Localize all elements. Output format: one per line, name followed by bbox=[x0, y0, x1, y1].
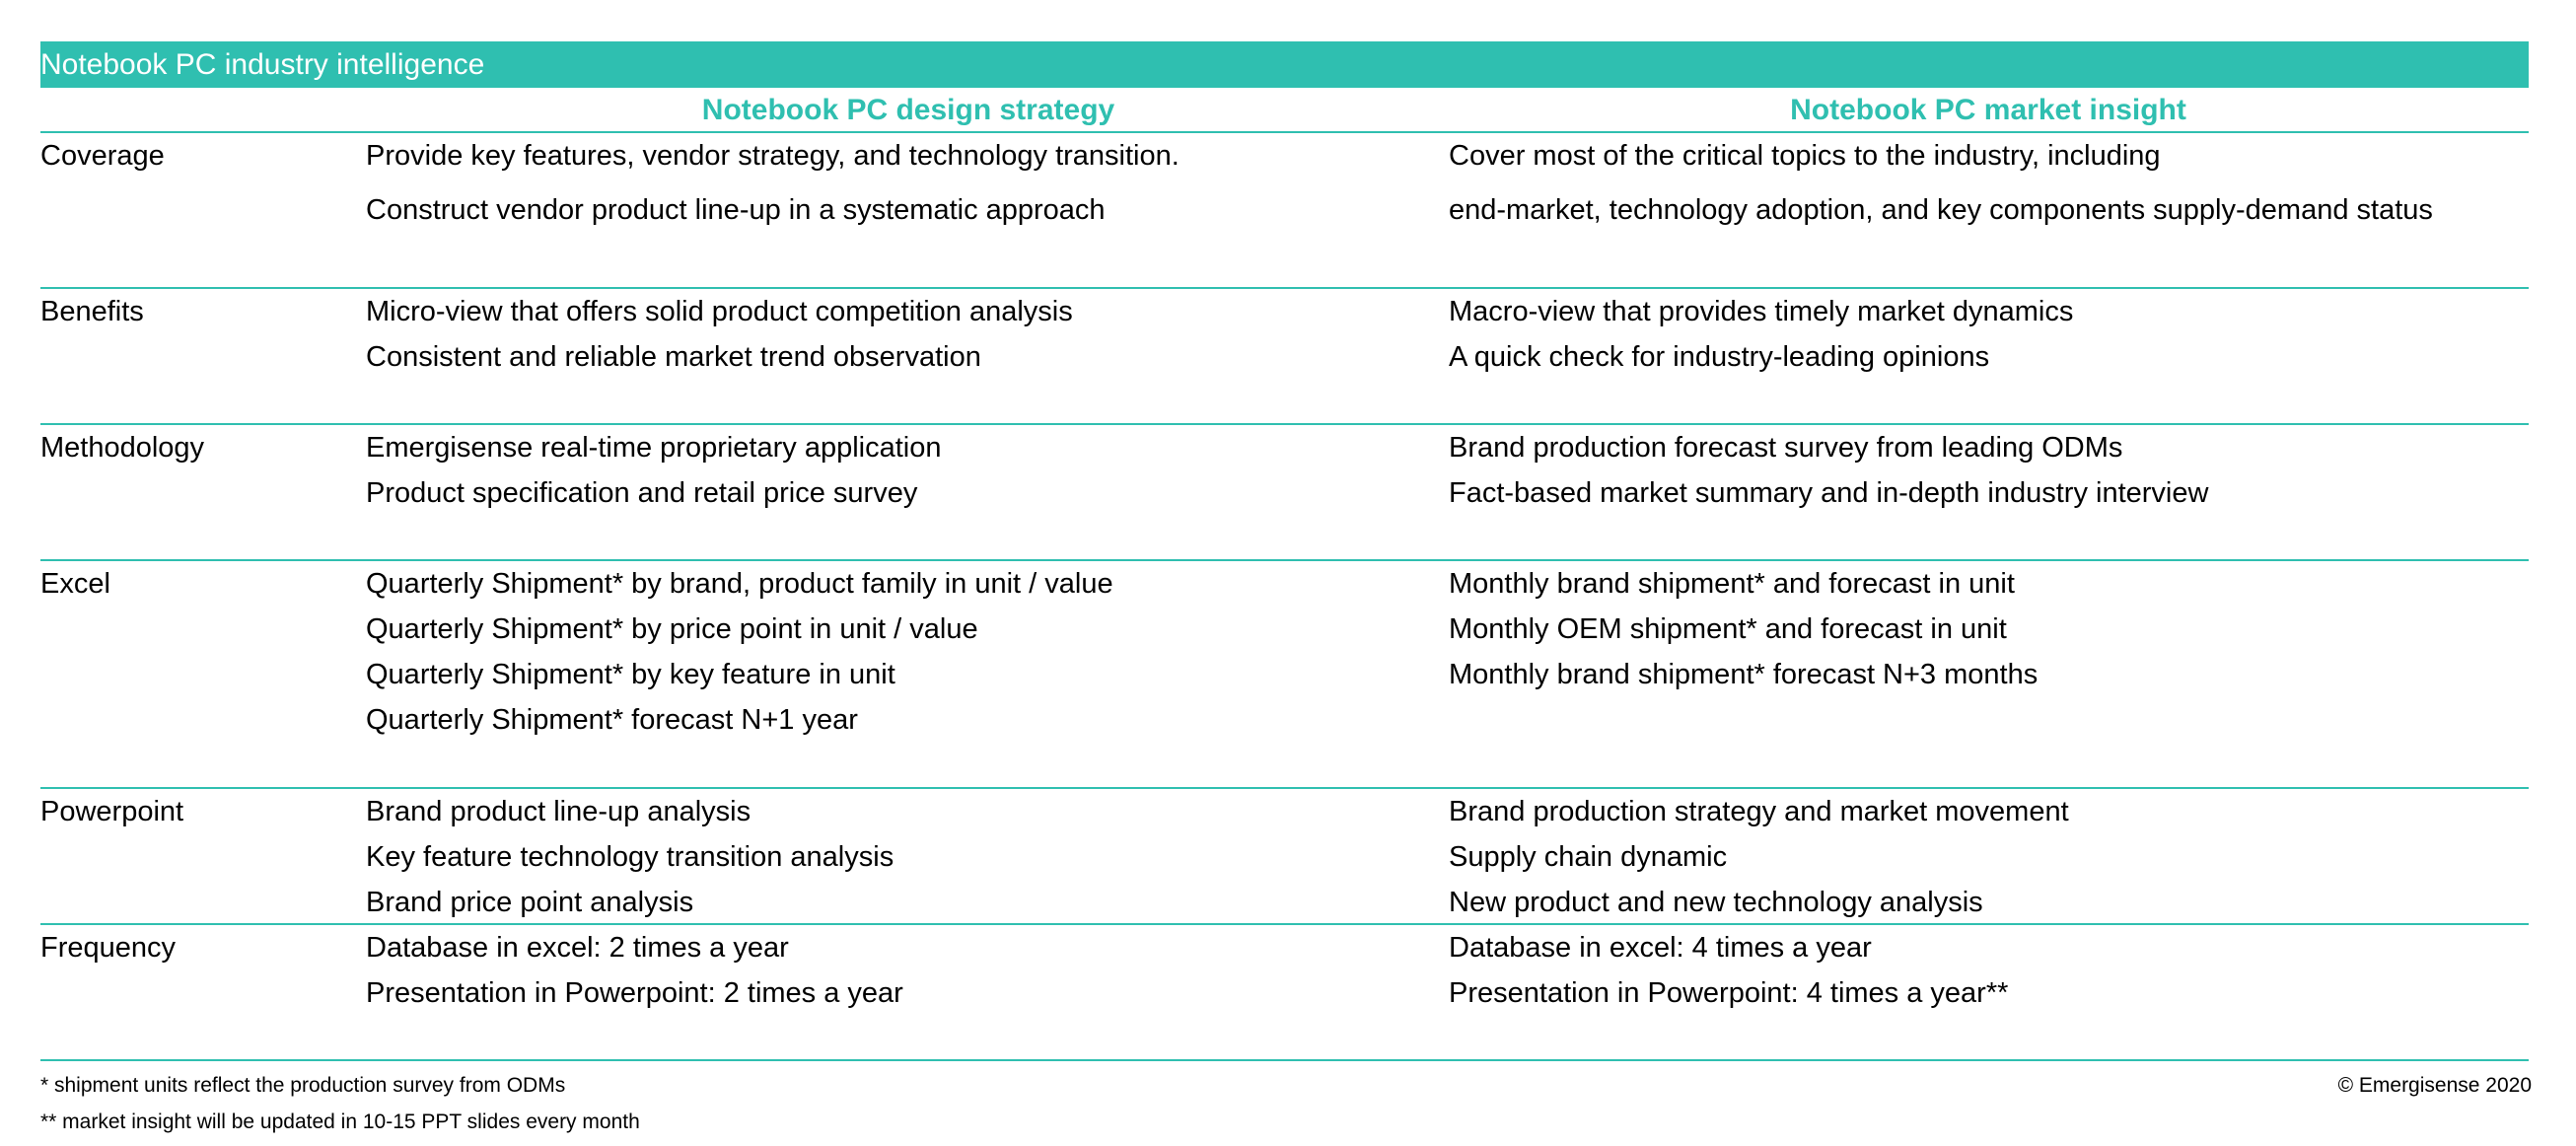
coverage-design-line-1: Provide key features, vendor strategy, a… bbox=[366, 140, 1180, 172]
row-label-coverage: Coverage bbox=[40, 140, 165, 172]
frequency-design-line-2: Presentation in Powerpoint: 2 times a ye… bbox=[366, 977, 903, 1009]
header-rule bbox=[40, 131, 2529, 133]
excel-design-line-4: Quarterly Shipment* forecast N+1 year bbox=[366, 704, 858, 736]
column-header-market: Notebook PC market insight bbox=[1790, 94, 2186, 126]
banner-title: Notebook PC industry intelligence bbox=[40, 48, 485, 81]
powerpoint-market-line-1: Brand production strategy and market mov… bbox=[1449, 796, 2069, 827]
frequency-market-line-1: Database in excel: 4 times a year bbox=[1449, 932, 1872, 964]
powerpoint-design-line-3: Brand price point analysis bbox=[366, 887, 694, 918]
row-divider bbox=[40, 559, 2529, 561]
footer-rule bbox=[40, 1059, 2529, 1061]
copyright: © Emergisense 2020 bbox=[2337, 1074, 2532, 1097]
excel-market-line-1: Monthly brand shipment* and forecast in … bbox=[1449, 568, 2015, 600]
row-label-methodology: Methodology bbox=[40, 432, 205, 464]
row-divider bbox=[40, 787, 2529, 789]
excel-design-line-2: Quarterly Shipment* by price point in un… bbox=[366, 613, 978, 645]
coverage-market-line-2: end-market, technology adoption, and key… bbox=[1449, 194, 2433, 226]
powerpoint-market-line-3: New product and new technology analysis bbox=[1449, 887, 1983, 918]
excel-market-line-2: Monthly OEM shipment* and forecast in un… bbox=[1449, 613, 2007, 645]
methodology-market-line-1: Brand production forecast survey from le… bbox=[1449, 432, 2123, 464]
excel-design-line-1: Quarterly Shipment* by brand, product fa… bbox=[366, 568, 1113, 600]
row-label-excel: Excel bbox=[40, 568, 110, 600]
footnote-2: ** market insight will be updated in 10-… bbox=[40, 1110, 640, 1133]
methodology-design-line-2: Product specification and retail price s… bbox=[366, 477, 918, 509]
frequency-design-line-1: Database in excel: 2 times a year bbox=[366, 932, 789, 964]
benefits-design-line-1: Micro-view that offers solid product com… bbox=[366, 296, 1073, 327]
methodology-design-line-1: Emergisense real-time proprietary applic… bbox=[366, 432, 942, 464]
coverage-design-line-2: Construct vendor product line-up in a sy… bbox=[366, 194, 1106, 226]
row-label-benefits: Benefits bbox=[40, 296, 144, 327]
frequency-market-line-2: Presentation in Powerpoint: 4 times a ye… bbox=[1449, 977, 2009, 1009]
excel-design-line-3: Quarterly Shipment* by key feature in un… bbox=[366, 659, 895, 690]
row-label-powerpoint: Powerpoint bbox=[40, 796, 184, 827]
powerpoint-design-line-1: Brand product line-up analysis bbox=[366, 796, 751, 827]
banner: Notebook PC industry intelligence bbox=[40, 41, 2529, 88]
row-label-frequency: Frequency bbox=[40, 932, 177, 964]
row-divider bbox=[40, 287, 2529, 289]
benefits-market-line-2: A quick check for industry-leading opini… bbox=[1449, 341, 1990, 373]
benefits-market-line-1: Macro-view that provides timely market d… bbox=[1449, 296, 2074, 327]
benefits-design-line-2: Consistent and reliable market trend obs… bbox=[366, 341, 981, 373]
excel-market-line-3: Monthly brand shipment* forecast N+3 mon… bbox=[1449, 659, 2039, 690]
row-divider bbox=[40, 923, 2529, 925]
footnote-1: * shipment units reflect the production … bbox=[40, 1074, 566, 1097]
coverage-market-line-1: Cover most of the critical topics to the… bbox=[1449, 140, 2161, 172]
column-header-design: Notebook PC design strategy bbox=[701, 94, 1115, 126]
powerpoint-market-line-2: Supply chain dynamic bbox=[1449, 841, 1728, 873]
row-divider bbox=[40, 423, 2529, 425]
methodology-market-line-2: Fact-based market summary and in-depth i… bbox=[1449, 477, 2209, 509]
powerpoint-design-line-2: Key feature technology transition analys… bbox=[366, 841, 894, 873]
